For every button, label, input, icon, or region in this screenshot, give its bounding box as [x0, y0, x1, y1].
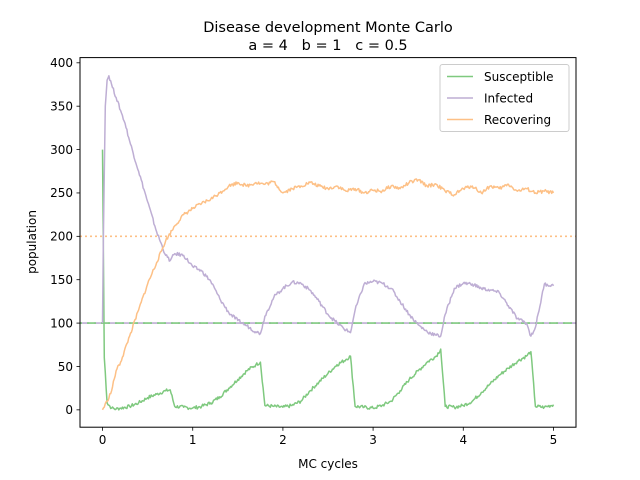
y-tick-label-200: 200 [50, 230, 73, 244]
series-line-infected [101, 75, 555, 338]
x-axis-label: MC cycles [298, 457, 358, 471]
y-tick-label-50: 50 [58, 360, 73, 374]
y-tick-label-350: 350 [50, 99, 73, 113]
y-tick-label-300: 300 [50, 143, 73, 157]
chart-title: Disease development Monte Carlo [203, 20, 453, 36]
legend-box [439, 64, 570, 132]
legend-label-susceptible: Susceptible [484, 70, 553, 84]
y-tick-label-100: 100 [50, 316, 73, 330]
x-tick-label-4: 4 [459, 433, 467, 447]
legend: Susceptible Infected Recovering [439, 64, 570, 132]
legend-label-recovering: Recovering [484, 113, 551, 127]
x-tick-label-1: 1 [189, 433, 197, 447]
x-tick-label-2: 2 [279, 433, 287, 447]
y-tick-label-0: 0 [65, 403, 73, 417]
x-tick-label-5: 5 [550, 433, 558, 447]
x-tick-label-3: 3 [369, 433, 377, 447]
y-tick-label-400: 400 [50, 56, 73, 70]
axes-frame [79, 57, 577, 428]
series-line-recovering [101, 178, 555, 411]
y-tick-label-250: 250 [50, 186, 73, 200]
chart-subtitle: a = 4 b = 1 c = 0.5 [248, 38, 407, 54]
series-line-susceptible [101, 149, 555, 411]
legend-label-infected: Infected [484, 92, 533, 106]
y-axis-label: population [25, 210, 39, 274]
x-tick-label-0: 0 [99, 433, 107, 447]
plot-area [80, 75, 576, 411]
y-tick-label-150: 150 [50, 273, 73, 287]
